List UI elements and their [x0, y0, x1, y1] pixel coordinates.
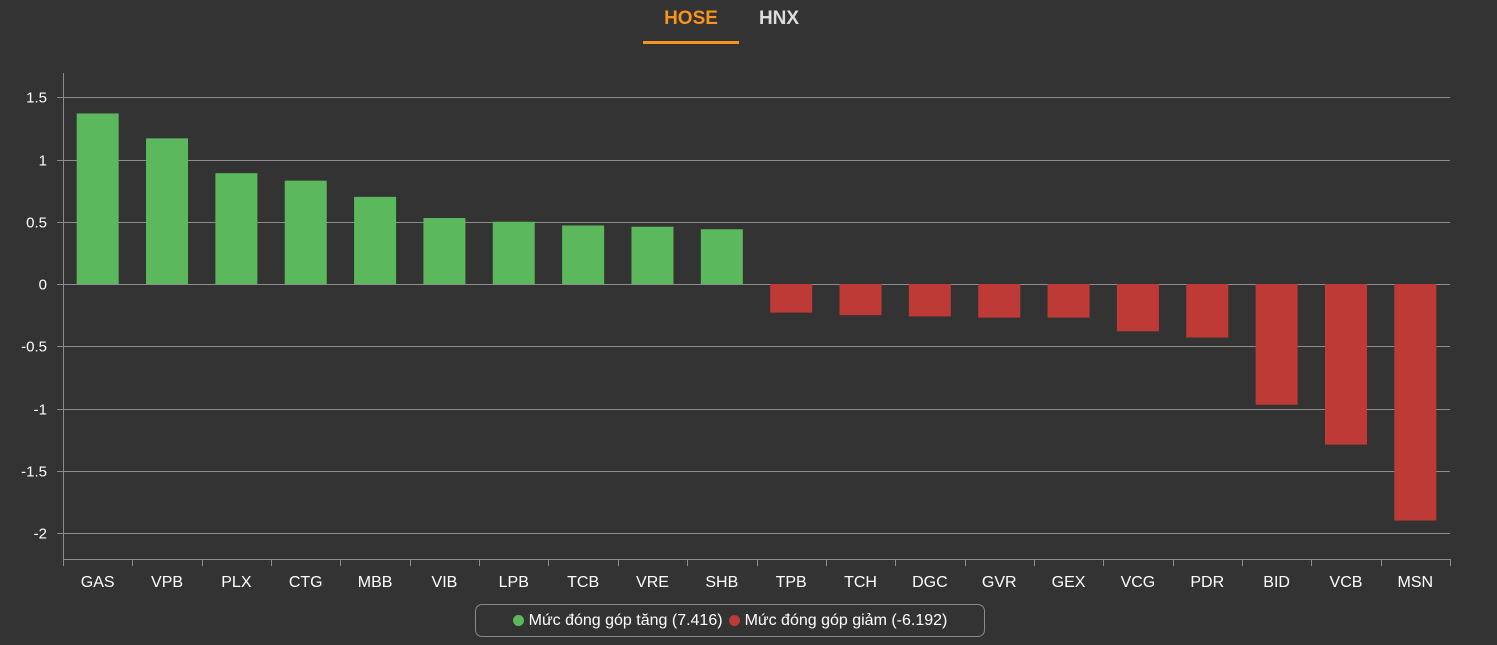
x-tick-label: GAS [81, 574, 115, 591]
bar-dgc [908, 284, 951, 317]
bar-vcg [1116, 284, 1159, 332]
x-tick-label: VIB [432, 574, 458, 591]
bar-bid [1255, 284, 1298, 405]
x-tick-label: LPB [499, 574, 529, 591]
bar-vcb [1324, 284, 1367, 445]
bar-vre [631, 226, 674, 284]
x-tick-label: MBB [358, 574, 393, 591]
bar-plx [215, 173, 258, 284]
legend-item-increase[interactable]: Mức đóng góp tăng (7.416) [512, 611, 723, 630]
x-tick-label: PDR [1190, 574, 1224, 591]
x-tick-label: VCG [1121, 574, 1156, 591]
x-tick-label: TCH [844, 574, 877, 591]
x-tick-label: VPB [151, 574, 183, 591]
legend-label-increase: Mức đóng góp tăng (7.416) [528, 611, 723, 629]
contribution-bar-chart: 1.5 1 0.5 0 -0.5 -1 -1.5 -2 GAS VPB PLX CTG MBB VIB LP… [21, 73, 1451, 591]
tab-hnx[interactable]: HNX [758, 8, 800, 29]
x-tick-label: SHB [705, 574, 738, 591]
exchange-tabs: HOSE HNX [0, 0, 1497, 48]
bar-msn [1394, 284, 1437, 521]
x-tick-label: CTG [289, 574, 323, 591]
x-tick-label: DGC [912, 574, 948, 591]
legend-dot-decrease [728, 615, 740, 626]
bar-tcb [562, 225, 605, 284]
y-tick-label: 1 [39, 153, 47, 170]
bar-pdr [1186, 284, 1229, 338]
x-tick-label: VRE [636, 574, 669, 591]
legend-item-decrease[interactable]: Mức đóng góp giảm (-6.192) [728, 611, 948, 630]
bar-tch [839, 284, 882, 316]
active-tab-indicator [643, 41, 739, 44]
bar-lpb [492, 221, 535, 284]
y-tick-label: -1.5 [21, 464, 47, 481]
bar-ctg [284, 180, 327, 284]
bar-vib [423, 218, 466, 284]
y-tick-label: -1 [34, 402, 47, 419]
bar-gvr [978, 284, 1021, 318]
x-tick-label: GEX [1052, 574, 1086, 591]
x-tick-label: GVR [982, 574, 1017, 591]
bar-mbb [354, 196, 397, 284]
x-tick-label: MSN [1398, 574, 1434, 591]
y-tick-label: -2 [34, 526, 47, 543]
bar-vpb [146, 138, 189, 284]
chart-legend: Mức đóng góp tăng (7.416) Mức đóng góp g… [475, 604, 985, 637]
x-tick-label: TCB [567, 574, 599, 591]
bar-gex [1047, 284, 1090, 318]
x-tick-label: TPB [776, 574, 807, 591]
tab-hose[interactable]: HOSE [664, 8, 718, 29]
y-tick-label: 0.5 [26, 215, 47, 232]
legend-dot-increase [512, 615, 524, 626]
x-tick-label: BID [1263, 574, 1290, 591]
y-tick-label: 0 [39, 277, 47, 294]
x-tick-label: VCB [1330, 574, 1363, 591]
legend-label-decrease: Mức đóng góp giảm (-6.192) [744, 611, 948, 629]
bar-shb [700, 229, 743, 284]
bar-tpb [770, 284, 813, 313]
x-tick-label: PLX [221, 574, 252, 591]
y-tick-label: -0.5 [21, 339, 47, 356]
y-tick-label: 1.5 [26, 90, 47, 107]
bar-gas [76, 113, 119, 284]
